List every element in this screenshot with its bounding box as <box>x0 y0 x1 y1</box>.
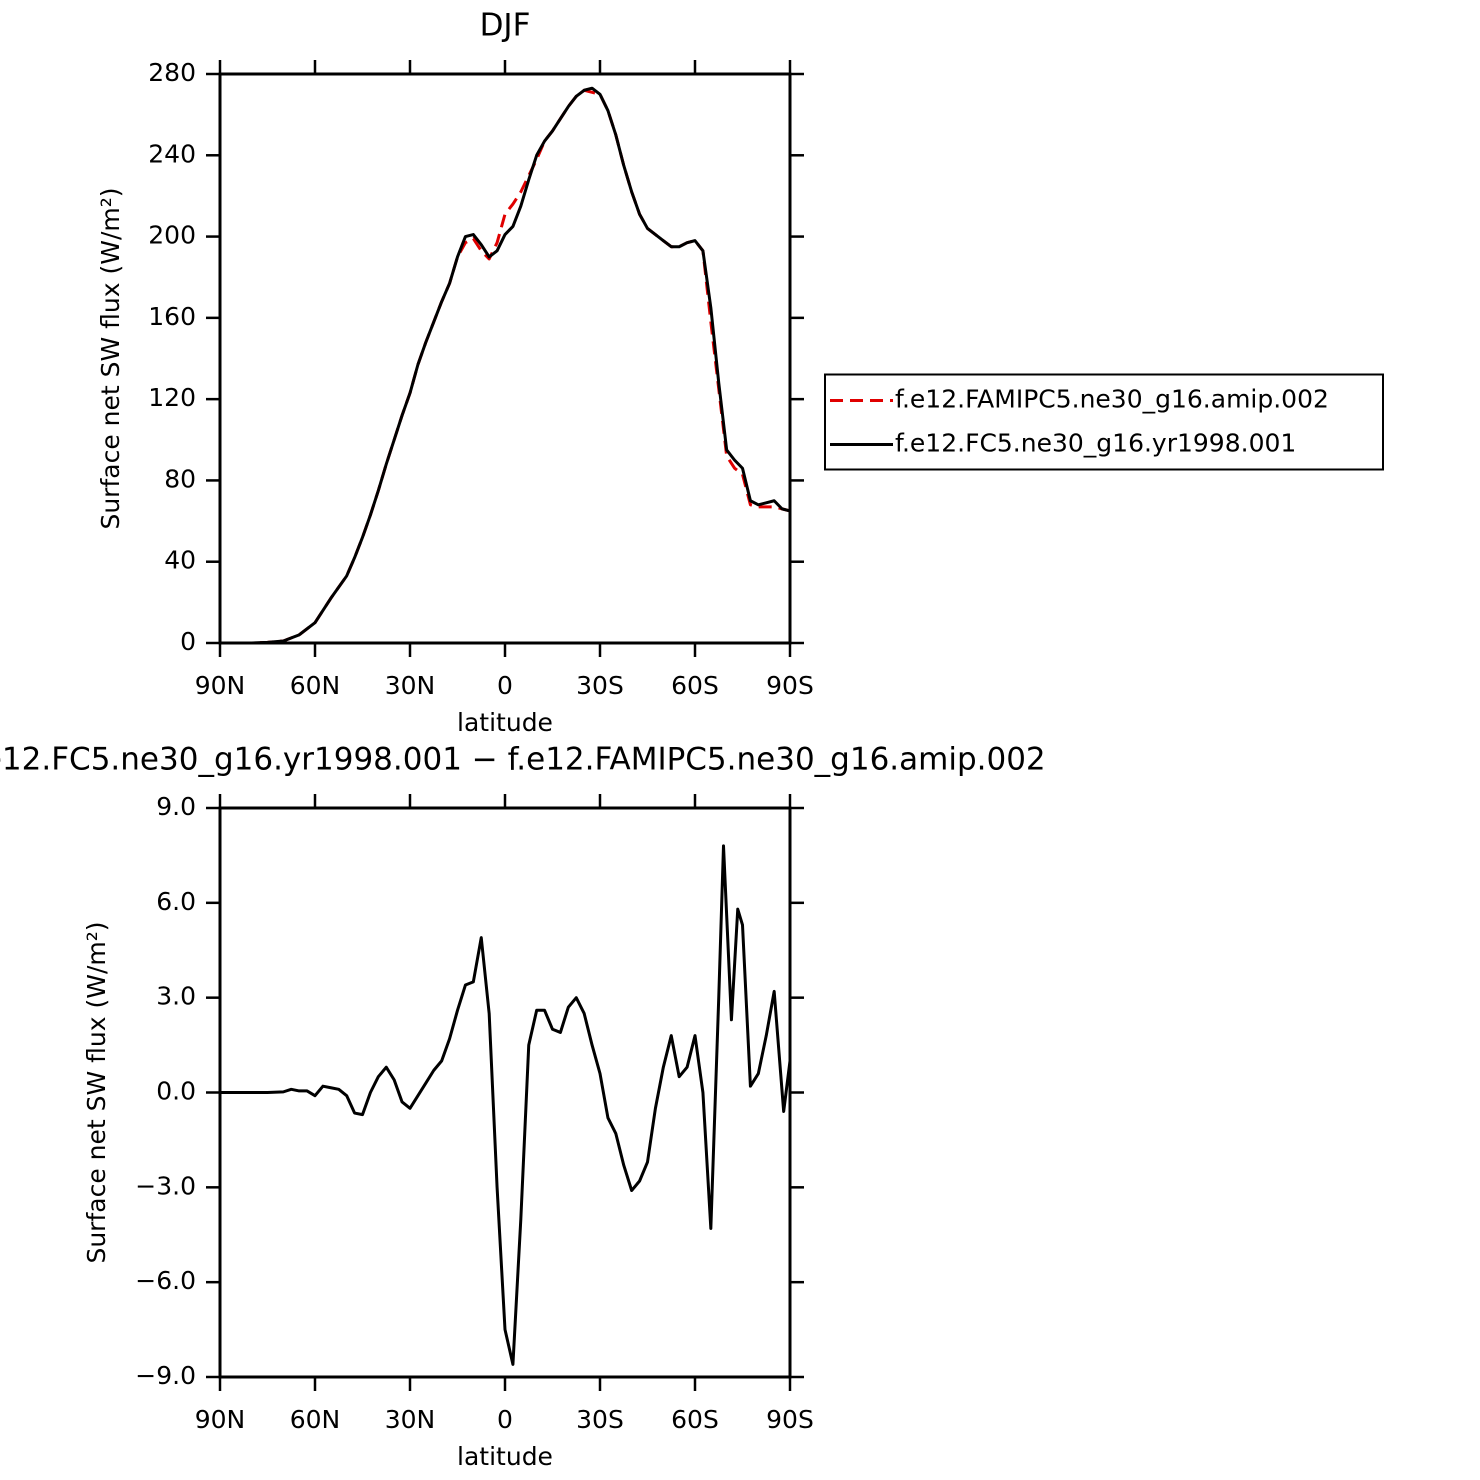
data-line <box>220 86 790 643</box>
y-tick-label: 160 <box>148 302 196 331</box>
y-tick-label: 40 <box>164 546 196 575</box>
y-tick-label: 80 <box>164 464 196 493</box>
x-tick-label: 90N <box>195 1405 246 1434</box>
y-tick-label: 6.0 <box>156 887 196 916</box>
y-axis-label: Surface net SW flux (W/m²) <box>96 187 125 529</box>
y-tick-label: −3.0 <box>135 1171 196 1200</box>
y-tick-label: 0 <box>180 627 196 656</box>
y-tick-label: −6.0 <box>135 1266 196 1295</box>
y-axis-label: Surface net SW flux (W/m²) <box>82 921 111 1263</box>
y-tick-label: 0.0 <box>156 1077 196 1106</box>
legend-label: f.e12.FAMIPC5.ne30_g16.amip.002 <box>895 385 1329 414</box>
x-tick-label: 60N <box>290 1405 341 1434</box>
x-tick-label: 30S <box>576 671 624 700</box>
data-line <box>220 88 790 643</box>
legend-box <box>824 373 1384 471</box>
data-line <box>220 844 790 1366</box>
y-tick-label: 120 <box>148 383 196 412</box>
x-tick-label: 60N <box>290 671 341 700</box>
y-tick-label: 3.0 <box>156 982 196 1011</box>
plot-frame <box>218 806 792 1379</box>
x-tick-label: 60S <box>671 671 719 700</box>
y-tick-label: 240 <box>148 139 196 168</box>
y-tick-label: 200 <box>148 221 196 250</box>
plot-frame <box>218 72 792 645</box>
y-tick-label: −9.0 <box>135 1361 196 1390</box>
y-tick-label: 280 <box>148 58 196 87</box>
x-tick-label: 30S <box>576 1405 624 1434</box>
x-tick-label: 0 <box>497 671 513 700</box>
x-tick-label: 90S <box>766 1405 814 1434</box>
x-tick-label: 30N <box>385 1405 436 1434</box>
x-axis-label: latitude <box>457 1442 553 1471</box>
y-tick-label: 9.0 <box>156 792 196 821</box>
x-tick-label: 60S <box>671 1405 719 1434</box>
chart-title: DJF <box>480 8 531 44</box>
x-tick-label: 0 <box>497 1405 513 1434</box>
x-tick-label: 30N <box>385 671 436 700</box>
x-axis-label: latitude <box>457 708 553 737</box>
legend-label: f.e12.FC5.ne30_g16.yr1998.001 <box>895 429 1296 458</box>
x-tick-label: 90N <box>195 671 246 700</box>
x-tick-label: 90S <box>766 671 814 700</box>
chart-title: f.e12.FC5.ne30_g16.yr1998.001 − f.e12.FA… <box>0 742 1046 778</box>
